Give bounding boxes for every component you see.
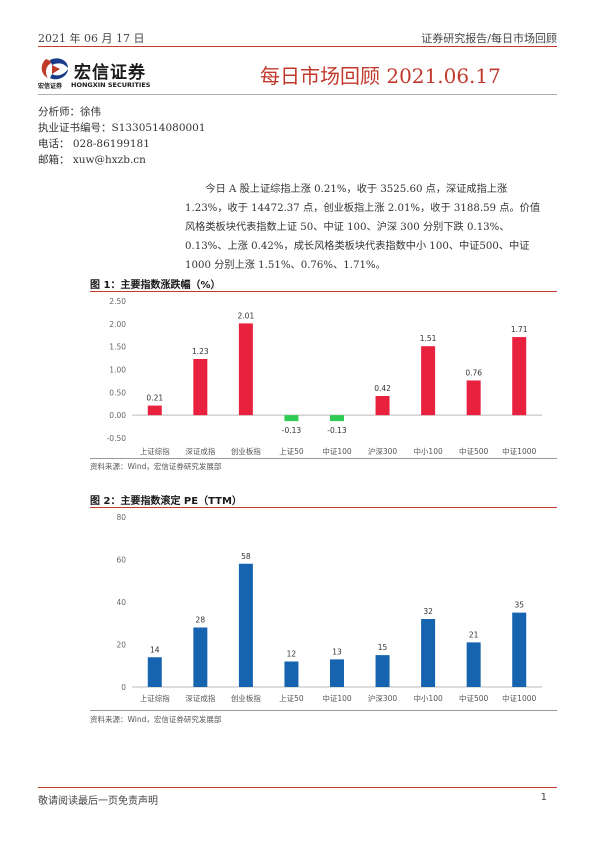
fig1-bar bbox=[421, 346, 436, 416]
figure-2-source-divider bbox=[90, 710, 557, 711]
fig2-data-label: 13 bbox=[332, 647, 342, 656]
footer-disclaimer: 敬请阅读最后一页免责声明 bbox=[38, 796, 158, 807]
logo-mark-icon bbox=[41, 58, 68, 80]
analyst-license: 执业证书编号：S1330514080001 bbox=[38, 122, 206, 134]
figure-2-title: 图 2：主要指数滚定 PE（TTM） bbox=[90, 496, 242, 507]
figure-1-source: 资料来源：Wind，宏信证券研究发展部 bbox=[90, 462, 222, 471]
fig2-ytick-label: 40 bbox=[116, 598, 126, 607]
fig1-data-label: 1.51 bbox=[420, 334, 437, 343]
fig1-data-label: 1.71 bbox=[511, 325, 528, 334]
fig2-data-label: 32 bbox=[423, 607, 433, 616]
fig1-xtick-label: 创业板指 bbox=[231, 446, 261, 456]
fig1-data-label: 0.76 bbox=[465, 368, 482, 377]
figure-2-chart: 80 60 40 20 0 14 上证综指 28 深证成指 58 创业板指 12 上证50 13 中证100… bbox=[116, 513, 542, 703]
report-series: 证券研究报告/每日市场回顾 bbox=[421, 32, 557, 45]
header-divider bbox=[38, 46, 557, 47]
market-summary: 今日 A 股上证综指上涨 0.21%，收于 3525.60 点，深证成指上涨 1… bbox=[185, 184, 541, 271]
fig2-bar bbox=[466, 642, 481, 687]
analyst-email: 邮箱： xuw@hxzb.cn bbox=[38, 154, 146, 166]
fig1-ytick-label: 2.00 bbox=[109, 320, 126, 329]
fig2-bar bbox=[421, 619, 436, 687]
fig1-xtick-label: 中证500 bbox=[459, 446, 489, 456]
figure-1-divider bbox=[90, 291, 557, 292]
fig1-xtick-label: 上证综指 bbox=[140, 446, 170, 456]
fig2-xtick-label: 中证1000 bbox=[502, 693, 536, 703]
fig1-bar bbox=[330, 415, 344, 422]
fig2-bar bbox=[330, 659, 344, 687]
figure-2-divider bbox=[90, 507, 557, 508]
fig1-data-label: 0.21 bbox=[146, 394, 163, 403]
fig2-ytick-label: 0 bbox=[121, 683, 126, 692]
fig1-bar bbox=[466, 380, 481, 416]
analyst-phone: 电话： 028-86199181 bbox=[38, 138, 150, 150]
title-divider bbox=[38, 94, 557, 95]
fig1-xtick-label: 上证50 bbox=[279, 447, 304, 456]
fig1-ytick-label: 1.50 bbox=[109, 343, 126, 352]
fig2-xtick-label: 上证综指 bbox=[140, 693, 170, 703]
fig1-bar bbox=[375, 395, 390, 416]
fig2-data-label: 28 bbox=[196, 616, 206, 625]
fig2-bar bbox=[193, 627, 208, 687]
fig2-data-label: 58 bbox=[241, 552, 251, 561]
fig2-xtick-label: 沪深300 bbox=[368, 693, 398, 703]
logo-chinese-name: 宏信证券 bbox=[74, 63, 146, 83]
figure-1-title: 图 1：主要指数涨跌幅（%） bbox=[90, 280, 221, 291]
fig2-data-label: 12 bbox=[287, 650, 297, 659]
fig2-data-label: 21 bbox=[469, 630, 479, 639]
fig1-xtick-label: 沪深300 bbox=[368, 446, 398, 456]
figure-2-source: 资料来源：Wind，宏信证券研究发展部 bbox=[90, 715, 222, 724]
fig1-data-label: -0.13 bbox=[327, 426, 347, 435]
fig1-ytick-label: 2.50 bbox=[109, 297, 126, 306]
fig1-ytick-label: 0.00 bbox=[109, 411, 126, 420]
report-date: 2021 年 06 月 17 日 bbox=[38, 32, 145, 45]
fig2-xtick-label: 深证成指 bbox=[185, 693, 215, 703]
fig2-xtick-label: 中小100 bbox=[413, 693, 443, 703]
fig2-xtick-label: 上证50 bbox=[279, 694, 304, 703]
fig2-xtick-label: 中证100 bbox=[322, 693, 352, 703]
fig1-data-label: 1.23 bbox=[192, 347, 209, 356]
fig1-data-label: 0.42 bbox=[374, 384, 391, 393]
fig1-data-label: 2.01 bbox=[238, 311, 255, 320]
fig2-data-label: 35 bbox=[514, 601, 524, 610]
company-logo: 宏信证券 宏信证券 HONGXIN SECURITIES bbox=[38, 56, 168, 90]
fig1-xtick-label: 深证成指 bbox=[185, 446, 215, 456]
analyst-name: 分析师：徐伟 bbox=[38, 106, 101, 118]
fig1-bar bbox=[193, 358, 208, 416]
fig2-xtick-label: 创业板指 bbox=[231, 693, 261, 703]
fig1-ytick-label: 0.50 bbox=[109, 388, 126, 397]
report-title: 每日市场回顾 2021.06.17 bbox=[260, 64, 501, 88]
figure-1-source-divider bbox=[90, 458, 557, 459]
figure-1-chart: 2.50 2.00 1.50 1.00 0.50 0.00 -0.50 0.21 上证综指 1.2… bbox=[107, 297, 542, 456]
fig2-bar bbox=[147, 657, 162, 687]
footer-divider bbox=[38, 787, 557, 788]
fig2-bar bbox=[238, 563, 253, 687]
fig1-xtick-label: 中小100 bbox=[413, 446, 443, 456]
fig1-xtick-label: 中证100 bbox=[322, 446, 352, 456]
fig2-ytick-label: 80 bbox=[116, 513, 126, 522]
fig2-ytick-label: 20 bbox=[116, 641, 126, 650]
fig2-bar bbox=[375, 655, 390, 687]
fig1-ytick-label: -0.50 bbox=[107, 434, 127, 443]
fig1-bar bbox=[147, 405, 162, 416]
logo-english-name: HONGXIN SECURITIES bbox=[71, 81, 151, 89]
fig2-data-label: 14 bbox=[150, 645, 160, 654]
fig2-data-label: 15 bbox=[378, 643, 388, 652]
fig2-xtick-label: 中证500 bbox=[459, 693, 489, 703]
fig1-data-label: -0.13 bbox=[282, 426, 302, 435]
fig1-ytick-label: 1.00 bbox=[109, 366, 126, 375]
fig1-bar bbox=[512, 337, 527, 416]
logo-small-name: 宏信证券 bbox=[38, 83, 63, 90]
fig2-bar bbox=[284, 661, 299, 687]
page-number: 1 bbox=[540, 792, 547, 803]
fig2-ytick-label: 60 bbox=[116, 556, 126, 565]
fig1-bar bbox=[284, 415, 299, 422]
fig2-bar bbox=[512, 612, 527, 687]
fig1-xtick-label: 中证1000 bbox=[502, 446, 536, 456]
fig1-bar bbox=[238, 323, 253, 416]
